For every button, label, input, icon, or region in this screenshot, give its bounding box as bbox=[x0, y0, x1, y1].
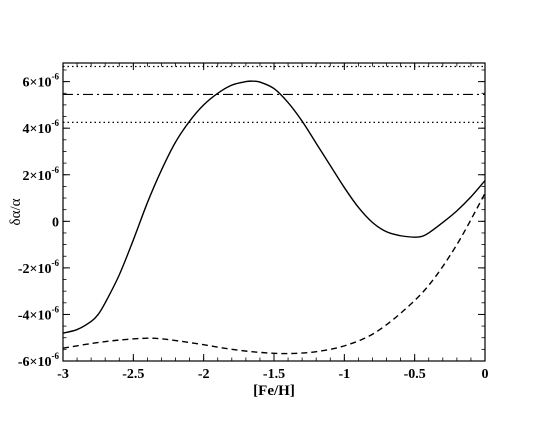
x-tick-label: -2 bbox=[198, 367, 210, 382]
x-tick-label: -3 bbox=[57, 367, 69, 382]
y-tick-label: -2×10-6 bbox=[18, 258, 60, 277]
y-axis-label: δα/α bbox=[8, 198, 24, 225]
x-tick-label: -0.5 bbox=[404, 367, 426, 382]
y-tick-label: 6×10-6 bbox=[23, 72, 60, 91]
reference-lines bbox=[63, 65, 485, 123]
x-axis-label: [Fe/H] bbox=[253, 383, 295, 399]
x-tick-label: -2.5 bbox=[122, 367, 144, 382]
tick-marks bbox=[62, 63, 486, 362]
y-tick-label: -4×10-6 bbox=[18, 304, 60, 323]
series-group bbox=[62, 80, 486, 355]
plot-frame bbox=[62, 62, 486, 362]
y-tick-labels: -6×10-6 -4×10-6 -2×10-6 0 2×10-6 4×10-6 6×10-6 bbox=[18, 72, 60, 370]
x-tick-label: -1 bbox=[338, 367, 350, 382]
y-tick-label: 2×10-6 bbox=[23, 165, 60, 184]
series-line-solid bbox=[62, 80, 486, 334]
x-tick-label: -1.5 bbox=[263, 367, 285, 382]
y-tick-label: 0 bbox=[52, 215, 59, 230]
y-tick-label: 4×10-6 bbox=[23, 118, 60, 137]
series-line-dashed bbox=[62, 193, 486, 355]
x-tick-labels: -3 -2.5 -2 -1.5 -1 -0.5 0 bbox=[57, 367, 488, 382]
x-tick-label: 0 bbox=[482, 367, 489, 382]
y-tick-label: -6×10-6 bbox=[18, 351, 60, 370]
